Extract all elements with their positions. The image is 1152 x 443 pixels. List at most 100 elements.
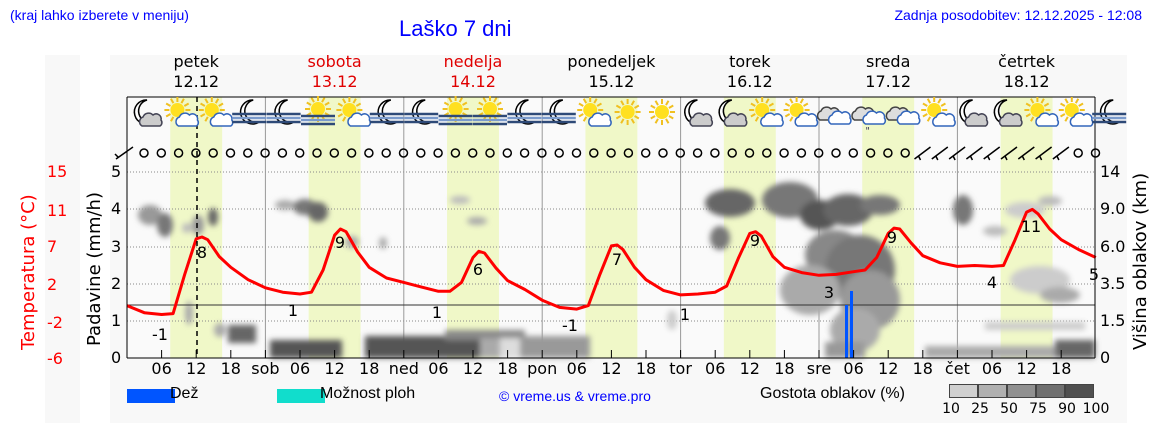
precip-tick: 5: [111, 162, 122, 181]
copyright-link[interactable]: © vreme.us & vreme.pro: [499, 388, 651, 404]
weather-icon: [783, 97, 819, 127]
weather-icon: [404, 99, 439, 125]
x-tick-label: sob: [251, 359, 280, 378]
weather-icon: [921, 97, 956, 127]
svg-text:9: 9: [887, 228, 897, 247]
precip-tick: 1: [111, 311, 122, 330]
precip-tick: 4: [111, 199, 122, 218]
weather-icon: [959, 99, 989, 127]
weather-icon: [993, 99, 1023, 127]
weather-icon: [1092, 99, 1127, 125]
temperature-tick: -6: [47, 349, 63, 368]
rain-bars: [845, 291, 853, 358]
rain-legend-swatch: [127, 389, 175, 403]
x-tick-label: 06: [843, 359, 864, 378]
temperature-tick: 7: [47, 237, 58, 256]
precip-tick: 0: [111, 348, 122, 367]
day-header: sreda 17.12: [865, 52, 912, 91]
weather-icon: [718, 99, 748, 127]
cloud-height-tick: 0: [1100, 348, 1111, 367]
page-title: Laško 7 dni: [399, 16, 512, 41]
x-tick-label: 12: [601, 359, 622, 378]
day-header: četrtek 18.12: [998, 52, 1056, 91]
precip-tick: 2: [111, 274, 122, 293]
temperature-tick: -2: [47, 313, 63, 332]
x-tick-label: 06: [705, 359, 726, 378]
x-tick-label: 18: [774, 359, 795, 378]
x-tick-label: 06: [566, 359, 587, 378]
svg-text:1: 1: [288, 301, 298, 320]
precip-tick: 3: [111, 237, 122, 256]
x-tick-label: 12: [186, 359, 207, 378]
svg-text:1: 1: [432, 303, 442, 322]
day-header: torek 16.12: [726, 52, 773, 91]
x-tick-label: 12: [739, 359, 760, 378]
x-tick-label: ned: [388, 359, 419, 378]
x-tick-label: 12: [462, 359, 484, 378]
svg-text:9: 9: [335, 233, 345, 252]
weather-icon: [749, 97, 784, 127]
density-tick: 100: [1082, 401, 1110, 417]
weather-icons: ": [133, 96, 1127, 137]
cloud-height-tick: 1.5: [1100, 311, 1126, 330]
weather-icon: [577, 97, 612, 127]
wind-row: [114, 146, 1101, 161]
weather-icon: [164, 97, 200, 127]
x-tick-label: 18: [359, 359, 380, 378]
density-swatch: [1065, 384, 1094, 398]
weather-icon: [649, 99, 675, 125]
x-tick-label: 18: [220, 359, 241, 378]
day-header: petek 12.12: [173, 52, 220, 91]
rain-legend-label: Dež: [170, 385, 199, 402]
storm-legend-label: Možnost ploh: [320, 385, 416, 402]
svg-text:5: 5: [1089, 265, 1099, 284]
svg-text:8: 8: [197, 243, 207, 262]
weather-icon: [684, 99, 714, 127]
weather-icon: [614, 99, 641, 125]
temperature-labels: -1 8 1 9 1 6 -1 7 1 9 3 9 4 11 5: [152, 217, 1099, 344]
x-tick-label: 06: [428, 359, 449, 378]
density-tick: 10: [942, 401, 960, 417]
density-tick: 75: [1029, 401, 1047, 417]
day-header: sobota 13.12: [307, 52, 362, 91]
x-tick-label: 18: [497, 359, 518, 378]
x-tick-label: 12: [324, 359, 345, 378]
last-update: Zadnja posodobitev: 12.12.2025 - 12:08: [894, 7, 1142, 23]
weather-icon: [473, 96, 507, 126]
temperature-axis-panel: [45, 55, 80, 423]
day-header: nedelja 14.12: [443, 52, 503, 91]
weather-icon: [133, 99, 163, 127]
x-tick-label: 12: [1016, 359, 1037, 378]
density-tick: 50: [1000, 401, 1018, 417]
weather-icon: [369, 99, 404, 125]
location-hint[interactable]: (kraj lahko izberete v meniju): [10, 7, 189, 23]
cloud-height-tick: 9.0: [1100, 199, 1126, 218]
svg-text:9: 9: [750, 231, 760, 250]
svg-text:6: 6: [473, 260, 483, 279]
svg-text:": ": [865, 126, 870, 137]
cloud-density-legend-label: Gostota oblakov (%): [760, 385, 905, 402]
weather-icon: [438, 96, 473, 126]
x-tick-label: tor: [669, 359, 692, 378]
weather-icon: [541, 99, 576, 125]
day-header: ponedeljek 15.12: [567, 52, 656, 91]
x-tick-label: 06: [289, 359, 311, 378]
x-tick-label: 18: [1051, 359, 1072, 378]
cloud-height-tick: 3.5: [1100, 274, 1126, 293]
svg-text:4: 4: [987, 273, 997, 292]
weather-icon: [885, 106, 921, 125]
weather-icon: [1024, 97, 1060, 127]
x-tick-label: 06: [151, 359, 172, 378]
cloud-height-tick: 14: [1100, 162, 1121, 181]
svg-text:-1: -1: [562, 316, 578, 335]
weather-icon: [507, 99, 542, 125]
svg-text:3: 3: [824, 283, 834, 302]
density-swatch: [1036, 384, 1065, 398]
svg-text:11: 11: [1021, 217, 1041, 236]
x-tick-label: čet: [944, 359, 970, 378]
temperature-tick: 2: [47, 275, 58, 294]
storm-legend-swatch: [277, 389, 325, 403]
temperature-tick: 11: [47, 201, 68, 220]
weather-icon: ": [851, 106, 887, 137]
